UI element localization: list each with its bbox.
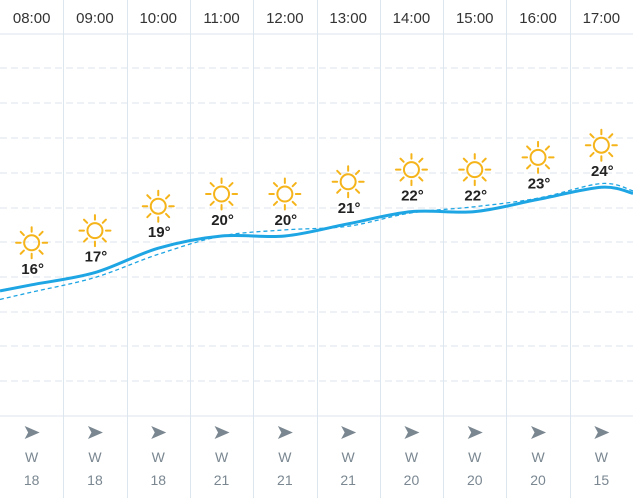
temperature-label: 23° bbox=[528, 175, 551, 192]
wind-speed: 20 bbox=[530, 472, 546, 488]
wind-direction: W bbox=[468, 449, 482, 465]
wind-row: W 18 W 18 W 18 W 21 W 21 W 21 W 20 W 20 W 20 W 15 bbox=[24, 426, 610, 488]
hour-label: 14:00 bbox=[393, 10, 431, 27]
sun-icon bbox=[584, 128, 618, 162]
wind-arrow-icon bbox=[341, 426, 357, 439]
hour-label: 16:00 bbox=[519, 10, 557, 27]
sun-icon bbox=[15, 226, 49, 260]
hour-label: 10:00 bbox=[139, 10, 177, 27]
temperature-label: 20° bbox=[211, 212, 234, 229]
temperature-label: 24° bbox=[591, 163, 614, 180]
temperature-label: 17° bbox=[85, 249, 108, 266]
wind-speed: 18 bbox=[24, 472, 40, 488]
hour-label: 17:00 bbox=[583, 10, 621, 27]
sun-icon bbox=[521, 140, 555, 174]
wind-speed: 21 bbox=[214, 472, 230, 488]
wind-direction: W bbox=[531, 449, 545, 465]
hour-label: 09:00 bbox=[76, 10, 114, 27]
temperature-curve bbox=[0, 185, 633, 293]
wind-arrow-icon bbox=[277, 426, 293, 439]
wind-speed: 21 bbox=[340, 472, 356, 488]
wind-arrow-icon bbox=[467, 426, 483, 439]
wind-arrow-icon bbox=[24, 426, 40, 439]
wind-direction: W bbox=[405, 449, 419, 465]
wind-arrow-icon bbox=[151, 426, 167, 439]
wind-speed: 15 bbox=[594, 472, 610, 488]
wind-speed: 18 bbox=[87, 472, 103, 488]
hour-label: 15:00 bbox=[456, 10, 494, 27]
temperature-label: 16° bbox=[21, 261, 44, 278]
wind-arrow-icon bbox=[594, 426, 610, 439]
wind-speed: 21 bbox=[277, 472, 293, 488]
wind-arrow-icon bbox=[214, 426, 230, 439]
wind-direction: W bbox=[215, 449, 229, 465]
sun-icon bbox=[141, 189, 175, 223]
wind-direction: W bbox=[25, 449, 39, 465]
wind-speed: 20 bbox=[404, 472, 420, 488]
sun-icon bbox=[268, 177, 302, 211]
hour-label: 11:00 bbox=[203, 10, 239, 27]
wind-speed: 20 bbox=[467, 472, 483, 488]
temperature-label: 19° bbox=[148, 224, 171, 241]
sun-icon bbox=[205, 177, 239, 211]
temperature-label: 20° bbox=[275, 212, 298, 229]
wind-arrow-icon bbox=[531, 426, 547, 439]
grid bbox=[0, 33, 633, 417]
temperature-label: 22° bbox=[464, 188, 487, 205]
sun-icon bbox=[78, 214, 112, 248]
sun-icon bbox=[394, 153, 428, 187]
temperature-label: 21° bbox=[338, 200, 361, 217]
temperature-label: 22° bbox=[401, 188, 424, 205]
wind-arrow-icon bbox=[87, 426, 103, 439]
sun-icon bbox=[331, 165, 365, 199]
wind-arrow-icon bbox=[404, 426, 420, 439]
wind-speed: 18 bbox=[150, 472, 166, 488]
hour-label: 08:00 bbox=[13, 10, 51, 27]
wind-direction: W bbox=[595, 449, 609, 465]
wind-direction: W bbox=[278, 449, 292, 465]
wind-direction: W bbox=[88, 449, 102, 465]
wind-direction: W bbox=[152, 449, 166, 465]
hour-columns: 08:00 09:00 10:00 11:00 12:00 13:00 14:00 15:00… bbox=[13, 0, 620, 498]
sun-icon bbox=[458, 153, 492, 187]
hour-label: 12:00 bbox=[266, 10, 304, 27]
wind-direction: W bbox=[342, 449, 356, 465]
temperature-marks: 16° 17° 19° 20° 20° 21° 22° 22° 23° 24° bbox=[15, 128, 618, 278]
hour-label: 13:00 bbox=[329, 10, 367, 27]
